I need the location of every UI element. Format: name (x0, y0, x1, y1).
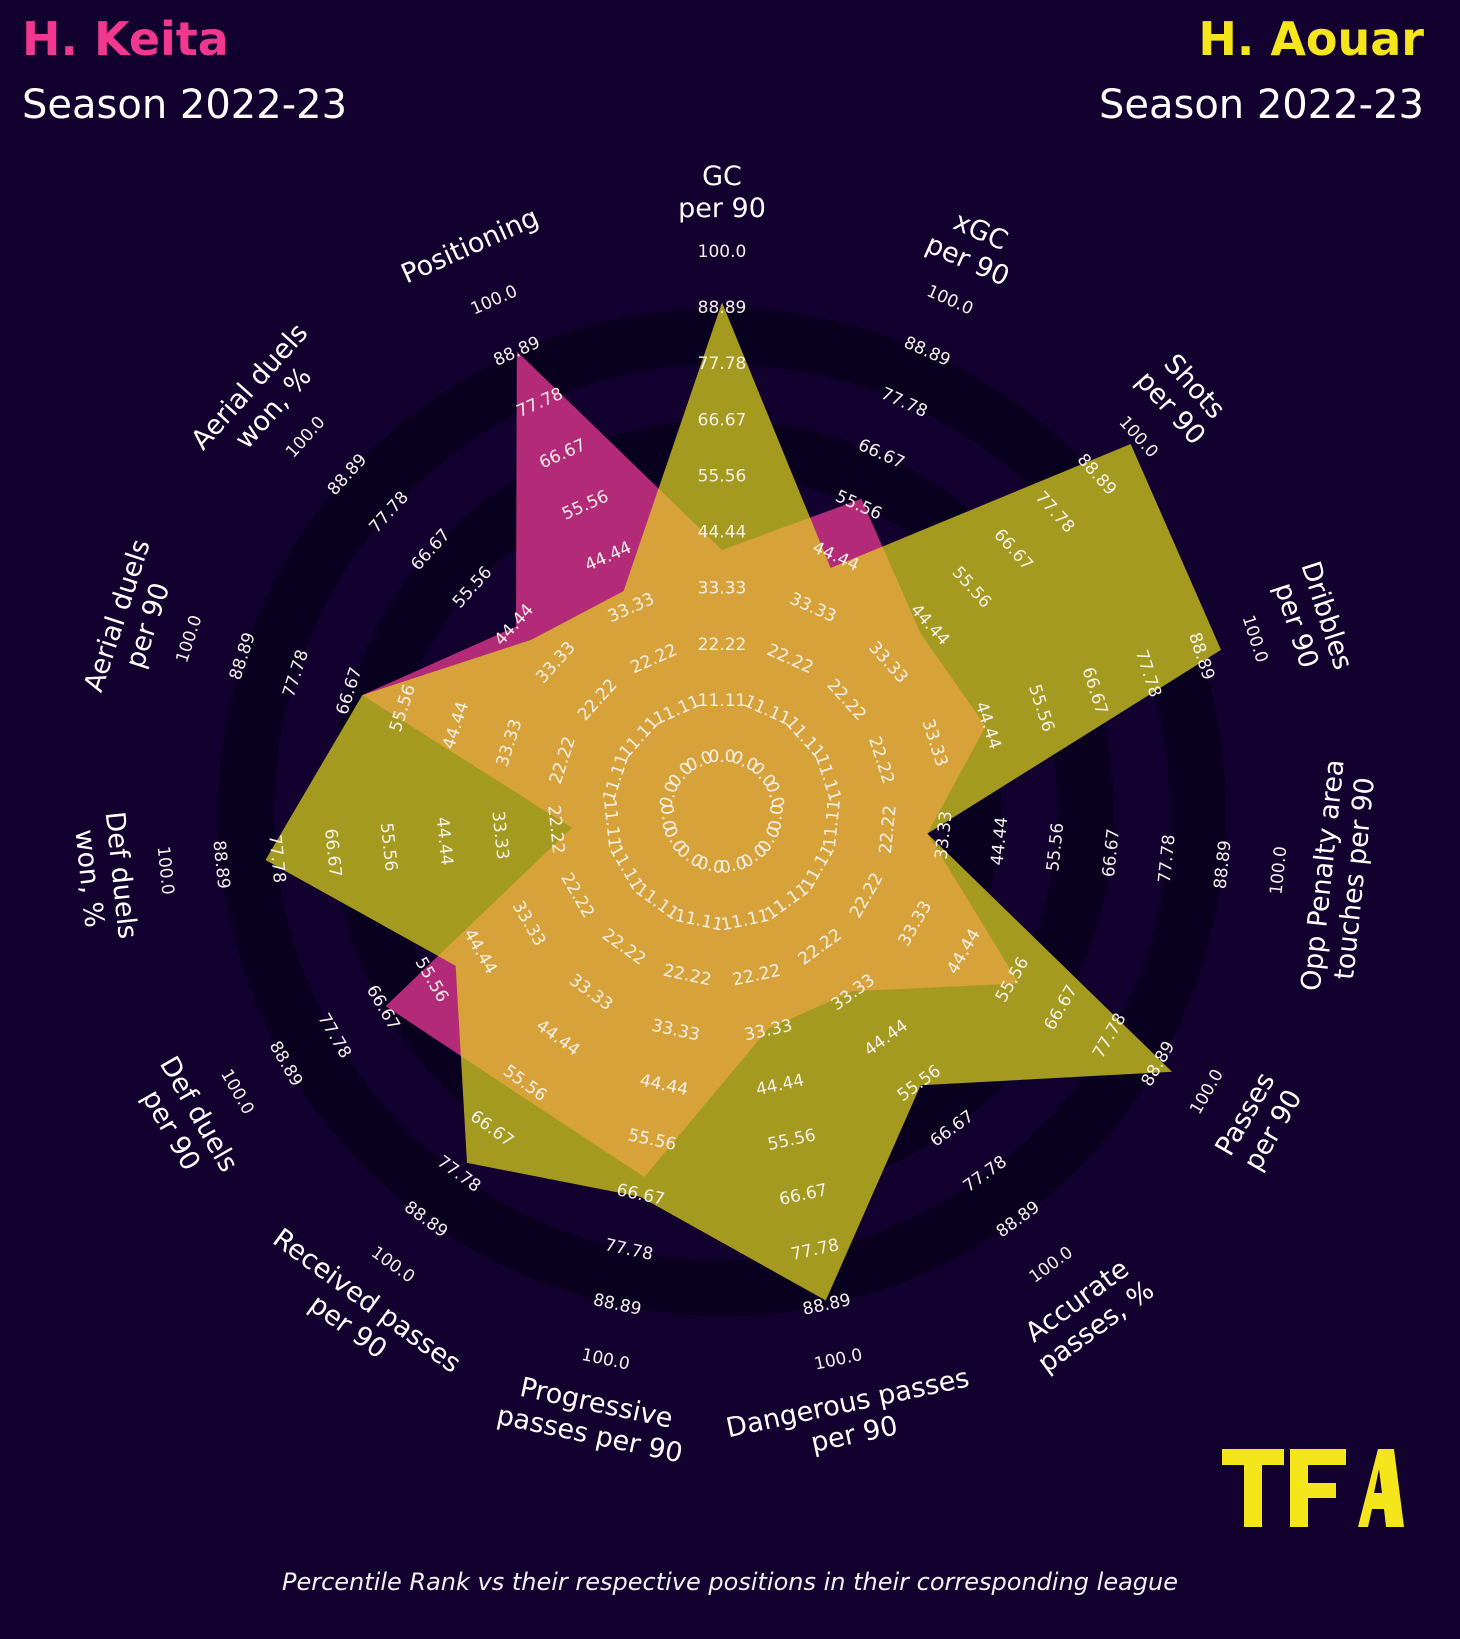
ring-tick-label: 22.22 (698, 635, 747, 655)
tfa-logo (1222, 1449, 1404, 1527)
param-label: Dribblesper 90 (1264, 558, 1358, 684)
param-label: Progressivepasses per 90 (494, 1369, 692, 1470)
ring-tick-label: 66.67 (698, 410, 747, 430)
player1-season: Season 2022-23 (22, 82, 348, 128)
ring-tick-label: 0.0 (765, 803, 788, 832)
ring-tick-label: 0.0 (656, 803, 679, 832)
ring-tick-label: 44.44 (698, 523, 747, 543)
param-label: GC per 90 (678, 161, 766, 224)
param-label-line: Positioning (397, 202, 544, 290)
ring-tick-label: 100.0 (153, 845, 178, 895)
param-label-line: per 90 (678, 193, 766, 224)
player1-name: H. Keita (22, 12, 229, 66)
ring-tick-label: 100.0 (698, 242, 747, 262)
param-label: xGCper 90 (921, 199, 1027, 292)
ring-tick-label: 77.78 (698, 354, 747, 374)
param-label: Aerial duelsper 90 (78, 536, 187, 706)
param-label: Def duelswon, % (67, 810, 143, 944)
ring-tick-label: 55.56 (698, 466, 747, 486)
ring-tick-label: 11.11 (698, 691, 747, 711)
param-label-line: GC (702, 161, 742, 192)
ring-tick-label: 0.0 (708, 747, 735, 767)
param-label: Dangerous passesper 90 (723, 1362, 978, 1475)
ring-tick-label: 100.0 (1266, 845, 1291, 895)
player2-season: Season 2022-23 (1098, 82, 1424, 128)
footer-note: Percentile Rank vs their respective posi… (281, 1568, 1179, 1596)
ring-tick-label: 88.89 (698, 298, 747, 318)
player2-name: H. Aouar (1198, 12, 1424, 66)
param-label: Positioning (397, 202, 544, 290)
ring-tick-label: 33.33 (698, 579, 747, 599)
param-label: Passesper 90 (1209, 1067, 1309, 1177)
param-label: Opp Penalty areatouches per 90 (1296, 758, 1383, 996)
